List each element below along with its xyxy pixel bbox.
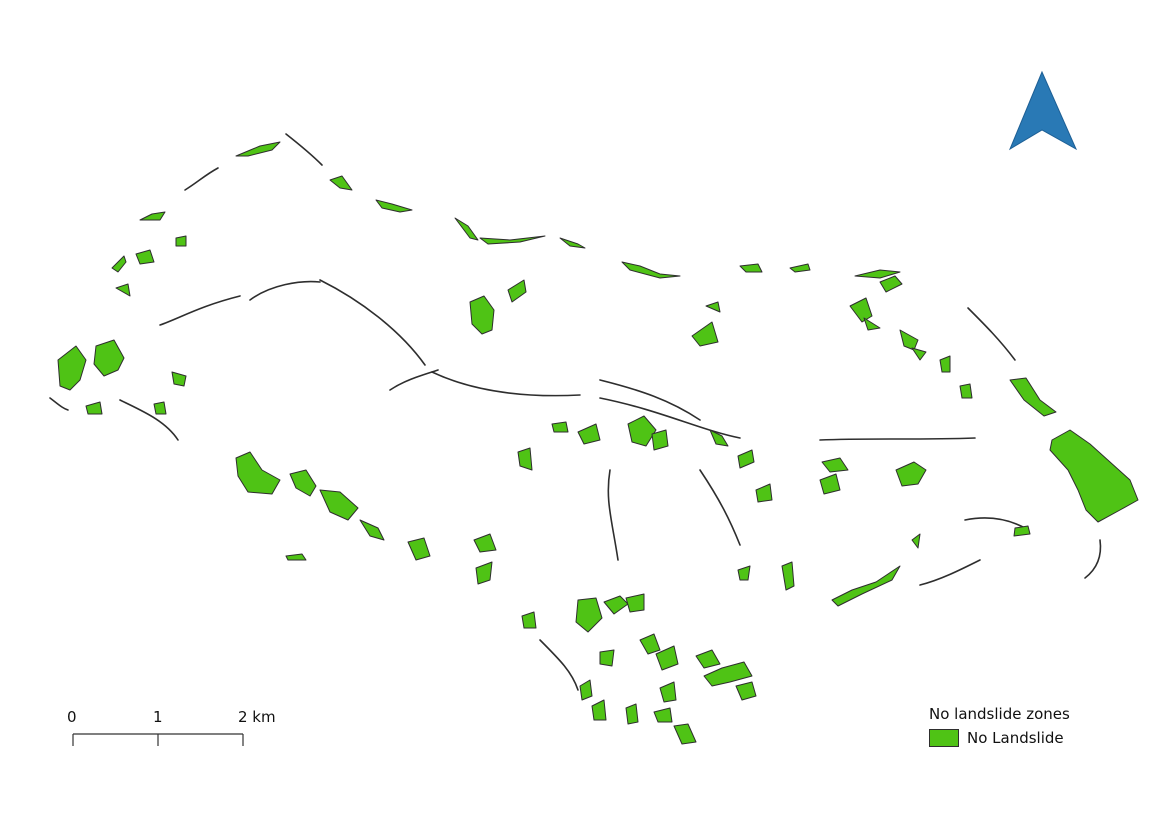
landslide-free-zone [57,345,87,391]
landslide-free-zone [507,279,527,303]
landslide-free-zone [703,661,753,687]
landslide-free-zone [475,561,493,585]
landslide-free-zone [603,595,629,615]
landslide-free-zone [755,483,773,503]
landslide-free-zone [821,457,849,473]
landslide-free-zone [111,255,127,273]
north-arrow [1008,70,1078,151]
landslide-free-zone [911,533,921,549]
landslide-free-zone [285,553,307,561]
landslide-free-zone [939,355,951,373]
landslide-free-zone [854,269,901,279]
landslide-free-zone [695,649,721,669]
landslide-free-zone [709,429,729,447]
landslide-free-zone [911,347,927,361]
landslide-free-zone [473,533,497,553]
landslide-free-zone [551,421,569,433]
landslide-free-zone [1049,429,1139,523]
landslide-free-zone [591,699,607,721]
landslide-free-zone [359,519,385,541]
boundary-lines [49,133,1102,691]
landslide-free-zone [85,401,103,415]
landslide-free-zone [235,141,281,157]
landslide-free-zone [575,597,603,633]
landslide-free-zone [407,537,431,561]
landslide-free-zone [879,275,903,293]
landslide-free-zone [819,473,841,495]
scale-label-2: 2 km [238,708,276,726]
landslide-free-zone [651,429,669,451]
landslide-free-zone [517,447,533,471]
landslide-free-zone [655,645,679,671]
landslide-free-zone [319,489,359,521]
landslide-free-zone [789,263,811,273]
landslide-free-zone [737,449,755,469]
landslide-free-zone [1013,525,1031,537]
landslide-free-zone [289,469,317,497]
landslide-free-zone [171,371,187,387]
landslide-free-zone [521,611,537,629]
landslide-free-zone [153,401,167,415]
landslide-free-zone [1009,377,1057,417]
landslide-free-zone [375,199,413,213]
landslide-free-zone [705,301,721,313]
landslide-free-zone [625,593,645,613]
landslide-free-zone [691,321,719,347]
landslide-free-zone [625,703,639,725]
legend-title: No landslide zones [929,705,1070,723]
landslide-free-zone [93,339,125,377]
landslide-free-zone [577,423,601,445]
landslide-free-zone [639,633,661,655]
landslide-free-zone [627,415,657,447]
landslide-free-zone [863,317,881,331]
landslide-free-zone [235,451,281,495]
landslide-free-zone [175,235,187,247]
landslide-free-zone [739,263,763,273]
landslide-free-zone [115,283,131,297]
landslide-free-zone [781,561,795,591]
landslide-free-zone [737,565,751,581]
landslide-free-zone [469,295,495,335]
scale-label-0: 0 [67,708,77,726]
landslide-free-zone [899,329,919,351]
landslide-free-zone [849,297,873,323]
landslide-free-zone [599,649,615,667]
landslide-free-zone [454,217,479,241]
scale-label-1: 1 [153,708,163,726]
no-landslide-polygons [57,141,1139,745]
landslide-free-zone [135,249,155,265]
legend-swatch [929,729,959,747]
landslide-free-zone [329,175,353,191]
landslide-free-zone [673,723,697,745]
landslide-free-zone [831,565,901,607]
landslide-free-zone [653,707,673,723]
landslide-free-zone [579,679,593,701]
landslide-free-zone [621,261,681,279]
landslide-free-zone [559,237,586,249]
scale-bar [72,733,244,746]
legend-item: No Landslide [929,729,1064,747]
landslide-free-zone [139,211,166,221]
landslide-free-zone [735,681,757,701]
legend-label: No Landslide [967,729,1064,747]
landslide-free-zone [959,383,973,399]
landslide-free-zone [895,461,927,487]
landslide-free-zone [659,681,677,703]
landslide-free-zone [479,235,546,245]
